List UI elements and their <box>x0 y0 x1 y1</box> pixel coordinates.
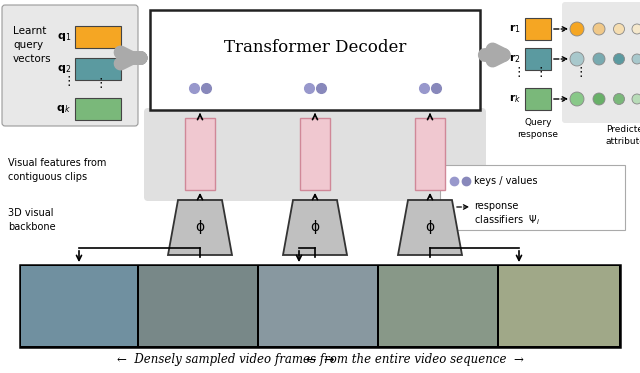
Text: →: → <box>320 354 335 367</box>
Bar <box>525 88 551 110</box>
Circle shape <box>632 24 640 34</box>
Text: vectors: vectors <box>13 54 52 64</box>
Circle shape <box>593 53 605 65</box>
Text: Transformer Decoder: Transformer Decoder <box>224 40 406 56</box>
Bar <box>525 48 551 70</box>
Circle shape <box>593 93 605 105</box>
Bar <box>75 58 121 80</box>
Bar <box>259 266 377 346</box>
Bar <box>300 118 330 190</box>
Bar <box>525 18 551 40</box>
Text: ϕ: ϕ <box>310 220 319 235</box>
Text: $\vdots$: $\vdots$ <box>573 65 582 79</box>
Circle shape <box>614 23 625 34</box>
FancyBboxPatch shape <box>144 108 486 201</box>
Text: query: query <box>13 40 43 50</box>
Text: response: response <box>474 201 518 211</box>
Bar <box>20 265 620 347</box>
Bar <box>379 266 497 346</box>
Text: classifiers  $\Psi_i$: classifiers $\Psi_i$ <box>474 213 540 227</box>
Text: $\vdots$: $\vdots$ <box>93 76 102 90</box>
Bar <box>150 10 480 110</box>
Text: $\vdots$: $\vdots$ <box>62 74 71 88</box>
Circle shape <box>614 94 625 104</box>
Circle shape <box>570 52 584 66</box>
Bar <box>21 266 137 346</box>
Text: $\mathbf{r}_2$: $\mathbf{r}_2$ <box>509 53 521 65</box>
Polygon shape <box>168 200 232 255</box>
Bar <box>185 118 215 190</box>
Circle shape <box>632 54 640 64</box>
Polygon shape <box>283 200 347 255</box>
Text: ϕ: ϕ <box>195 220 205 235</box>
Text: ←: ← <box>305 354 320 367</box>
Circle shape <box>593 23 605 35</box>
Bar <box>440 165 625 230</box>
Bar <box>415 118 445 190</box>
Polygon shape <box>398 200 462 255</box>
Text: $\mathbf{r}_k$: $\mathbf{r}_k$ <box>509 93 521 106</box>
Bar <box>139 266 257 346</box>
Circle shape <box>632 94 640 104</box>
Circle shape <box>570 92 584 106</box>
Bar <box>75 98 121 120</box>
Text: ←  Densely sampled video frames from the entire video sequence  →: ← Densely sampled video frames from the … <box>116 354 524 367</box>
Text: $\vdots$: $\vdots$ <box>512 65 521 79</box>
Text: $\mathbf{q}_2$: $\mathbf{q}_2$ <box>57 63 71 75</box>
Text: 3D visual
backbone: 3D visual backbone <box>8 208 56 232</box>
FancyBboxPatch shape <box>562 2 640 123</box>
Text: $\mathbf{q}_k$: $\mathbf{q}_k$ <box>56 103 71 115</box>
Circle shape <box>570 22 584 36</box>
Circle shape <box>614 53 625 65</box>
Text: $\vdots$: $\vdots$ <box>534 65 543 79</box>
Text: Learnt: Learnt <box>13 26 46 36</box>
Bar <box>499 266 619 346</box>
Text: Query
response: Query response <box>518 118 559 139</box>
Text: $\mathbf{r}_1$: $\mathbf{r}_1$ <box>509 23 521 35</box>
Bar <box>75 26 121 48</box>
Text: $\mathbf{q}_1$: $\mathbf{q}_1$ <box>57 31 71 43</box>
Text: Predicted
attributes: Predicted attributes <box>605 125 640 146</box>
FancyBboxPatch shape <box>2 5 138 126</box>
Text: Visual features from
contiguous clips: Visual features from contiguous clips <box>8 158 106 182</box>
Text: ϕ: ϕ <box>426 220 435 235</box>
Text: keys / values: keys / values <box>474 176 538 186</box>
